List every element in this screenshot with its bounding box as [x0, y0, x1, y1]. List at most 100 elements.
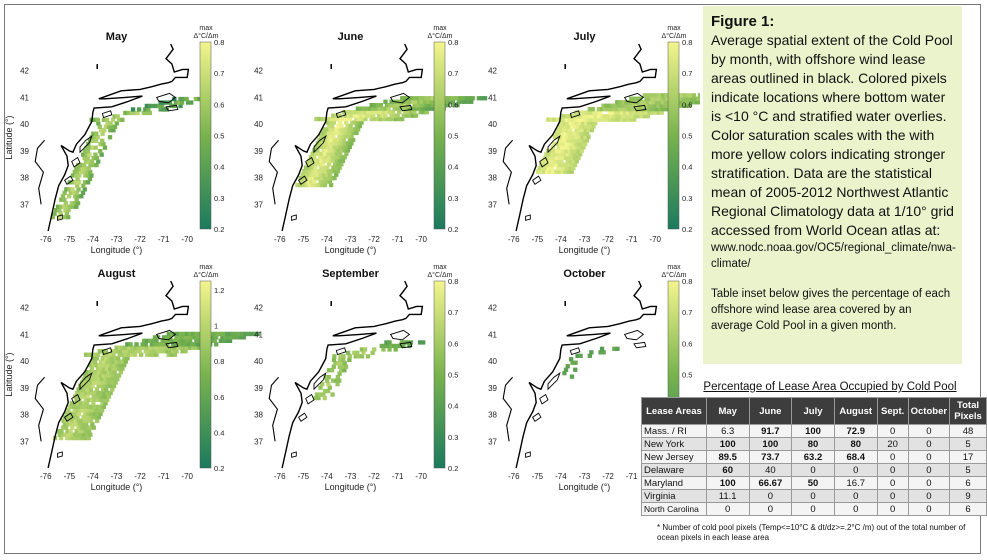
x-axis-label: Longitude (°) — [559, 245, 611, 255]
table-cell: 48 — [949, 424, 987, 438]
data-pixel — [423, 99, 428, 104]
data-pixel — [175, 331, 181, 337]
x-tick-label: -72 — [602, 235, 614, 244]
data-pixel — [621, 107, 626, 112]
data-pixel — [104, 117, 110, 122]
data-pixel — [413, 113, 419, 118]
data-pixel — [320, 162, 326, 167]
data-pixel — [101, 404, 106, 409]
data-pixel — [664, 107, 669, 112]
data-pixel — [699, 96, 700, 101]
data-pixel — [622, 103, 628, 108]
data-pixel — [328, 151, 334, 156]
data-pixel — [548, 169, 553, 174]
data-pixel — [573, 360, 578, 365]
data-pixel — [612, 107, 617, 112]
data-pixel — [575, 114, 580, 119]
data-pixel — [115, 363, 121, 368]
data-pixel — [211, 335, 216, 340]
data-pixel — [362, 347, 368, 352]
data-pixel — [563, 124, 569, 129]
data-pixel — [92, 380, 97, 385]
table-header-cell: Lease Areas — [641, 397, 707, 425]
lease-area-outline — [547, 135, 561, 154]
data-pixel — [561, 117, 566, 122]
data-pixel — [94, 162, 99, 168]
data-pixel — [338, 144, 343, 149]
data-pixel — [379, 343, 384, 349]
data-pixel — [628, 117, 634, 122]
data-pixel — [111, 352, 116, 357]
data-pixel — [72, 415, 77, 420]
data-pixel — [395, 343, 400, 349]
data-pixel — [316, 158, 321, 163]
table-row: Virginia 11.1 0 0 0 0 0 9 — [641, 489, 987, 503]
data-pixel — [123, 352, 128, 357]
data-pixel — [300, 172, 305, 177]
data-pixel — [342, 155, 347, 160]
data-pixel — [553, 159, 558, 164]
colorbar-tick-label: 0.6 — [448, 339, 458, 348]
data-pixel — [82, 387, 87, 392]
colorbar-tick-label: 1.2 — [214, 286, 224, 295]
data-pixel — [561, 155, 566, 160]
data-pixel — [86, 411, 91, 416]
data-pixel — [452, 103, 457, 108]
lease-area-outline — [63, 412, 74, 422]
data-pixel — [75, 415, 80, 420]
data-pixel — [576, 141, 582, 147]
data-pixel — [100, 401, 105, 406]
lease-area-table: Lease Areas May June July August Sept. October… — [641, 397, 987, 516]
data-pixel — [650, 96, 655, 101]
lease-area-outline — [539, 156, 549, 168]
data-pixel — [324, 172, 330, 177]
colorbar-label: max — [433, 25, 447, 32]
table-cell: 0 — [833, 463, 878, 477]
data-pixel — [101, 142, 106, 147]
lease-area-outline — [101, 110, 113, 119]
data-pixel — [89, 404, 94, 409]
data-pixel — [607, 110, 612, 115]
data-pixel — [616, 110, 621, 115]
data-pixel — [62, 197, 67, 202]
data-pixel — [313, 151, 318, 156]
data-pixel — [322, 158, 327, 163]
data-pixel — [249, 331, 254, 337]
table-cell: 0 — [705, 502, 750, 516]
data-pixel — [387, 347, 392, 352]
data-pixel — [180, 335, 185, 340]
data-pixel — [389, 113, 394, 118]
data-pixel — [573, 141, 579, 147]
data-pixel — [573, 117, 579, 122]
table-cell: 0 — [876, 463, 909, 477]
data-pixel — [568, 152, 574, 157]
data-pixel — [556, 152, 561, 157]
data-pixel — [125, 356, 130, 361]
data-pixel — [96, 159, 101, 164]
data-pixel — [338, 137, 343, 143]
data-pixel — [596, 114, 602, 119]
data-pixel — [97, 394, 102, 399]
data-pixel — [359, 120, 364, 125]
data-pixel — [572, 145, 577, 150]
data-pixel — [196, 96, 202, 102]
data-pixel — [77, 404, 82, 409]
table-row: New Jersey 89.5 73.7 63.2 68.4 0 0 17 — [641, 450, 987, 464]
data-pixel — [642, 114, 647, 119]
data-pixel — [95, 373, 100, 378]
data-pixel — [305, 162, 310, 167]
data-pixel — [103, 401, 108, 406]
data-pixel — [315, 172, 320, 177]
data-pixel — [63, 215, 68, 220]
data-pixel — [117, 359, 122, 364]
data-pixel — [633, 114, 638, 119]
data-pixel — [85, 149, 91, 154]
colorbar-label: Δ°C/Δm — [194, 271, 219, 279]
y-tick-label: 39 — [488, 384, 497, 393]
lease-area-outline — [335, 110, 347, 119]
data-pixel — [345, 148, 351, 153]
data-pixel — [86, 352, 92, 357]
table-cell: North Carolina — [641, 502, 707, 516]
data-pixel — [106, 356, 112, 361]
data-pixel — [76, 180, 82, 185]
